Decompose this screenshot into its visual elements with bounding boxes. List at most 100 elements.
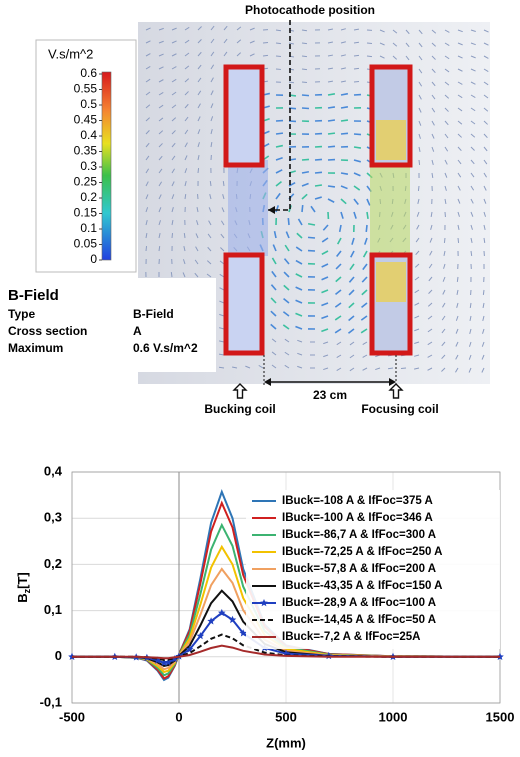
field-hotspot	[376, 262, 406, 302]
colorbar-tick-label: 0.6	[80, 66, 97, 80]
field-arrow	[328, 107, 335, 108]
legend-label: IBuck=-14,45 A & IfFoc=50 A	[282, 614, 436, 626]
field-hotspot	[376, 120, 406, 160]
field-arrow	[315, 185, 322, 186]
field-arrow	[328, 133, 335, 134]
field-arrow	[276, 56, 281, 57]
field-arrow	[341, 120, 348, 121]
x-tick-label: 1000	[379, 709, 408, 724]
colorbar	[102, 72, 111, 260]
colorbar-tick-label: 0.25	[74, 175, 98, 189]
info-title: B-Field	[8, 287, 59, 304]
field-arrow	[276, 43, 281, 44]
legend-label: IBuck=-100 A & IfFoc=346 A	[282, 512, 433, 524]
field-arrow	[223, 181, 224, 186]
colorbar-tick-label: 0.35	[74, 144, 98, 158]
field-arrow	[328, 120, 335, 121]
legend-label: IBuck=-72,25 A & IfFoc=250 A	[282, 546, 442, 558]
bucking-label: Bucking coil	[204, 402, 275, 416]
x-axis-label: Z(mm)	[266, 735, 306, 750]
field-arrow	[198, 168, 199, 173]
y-tick-label: 0,2	[44, 556, 62, 571]
field-arrow	[276, 133, 283, 134]
distance-label: 23 cm	[313, 388, 347, 402]
field-arrow	[315, 159, 322, 160]
colorbar-tick-label: 0	[90, 252, 97, 266]
bucking-coil-upper	[226, 67, 262, 165]
field-arrow	[302, 56, 307, 57]
field-arrow	[302, 108, 309, 109]
colorbar-tick-label: 0.45	[74, 113, 98, 127]
field-arrow	[444, 238, 445, 243]
info-key: Maximum	[8, 341, 63, 355]
y-tick-label: 0,3	[44, 510, 62, 525]
x-tick-label: 500	[275, 709, 297, 724]
field-arrow	[288, 218, 289, 225]
focusing-arrow	[390, 384, 402, 398]
field-arrow	[146, 246, 147, 251]
field-arrow	[328, 186, 335, 187]
field-arrow	[328, 146, 335, 147]
field-arrow	[354, 147, 361, 148]
legend-label: IBuck=-57,8 A & IfFoc=200 A	[282, 563, 436, 575]
y-axis-label-part: [T]	[15, 572, 30, 589]
line-chart: -0,1 0 0,1 0,2 0,3 0,4 -500 0 500 1000 1500 Z(mm) Bz…	[15, 463, 514, 750]
colorbar-tick-label: 0.3	[80, 159, 97, 173]
info-key: Type	[8, 307, 35, 321]
y-axis-label: Bz[T]	[15, 572, 32, 603]
field-arrow	[483, 290, 484, 295]
field-arrow	[341, 133, 348, 134]
field-arrow	[172, 233, 173, 238]
colorbar-tick-label: 0.1	[80, 221, 97, 235]
x-tick-label: 0	[175, 709, 182, 724]
field-arrow	[418, 186, 419, 191]
field-arrow	[315, 172, 322, 173]
field-arrow	[457, 277, 458, 282]
field-arrow	[184, 233, 185, 238]
colorbar-tick-label: 0.05	[74, 237, 98, 251]
field-arrow	[419, 160, 420, 165]
field-arrow	[471, 251, 472, 256]
y-tick-label: 0,4	[44, 463, 63, 478]
y-tick-label: -0,1	[40, 694, 62, 709]
legend-label: IBuck=-28,9 A & IfFoc=100 A	[282, 597, 436, 609]
colorbar-unit: V.s/m^2	[48, 46, 93, 61]
field-arrow	[302, 159, 309, 160]
y-tick-label: 0,1	[44, 602, 62, 617]
info-key: Cross section	[8, 324, 87, 338]
field-arrow	[302, 30, 307, 31]
x-tick-label: -500	[59, 709, 85, 724]
field-arrow	[302, 82, 307, 83]
field-arrow	[171, 272, 172, 277]
info-value: B-Field	[133, 307, 174, 321]
colorbar-tick-label: 0.55	[74, 82, 98, 96]
field-arrow	[354, 68, 359, 69]
focusing-label: Focusing coil	[361, 402, 438, 416]
field-arrow	[401, 368, 406, 369]
field-arrow	[367, 56, 372, 57]
field-arrow	[458, 238, 459, 243]
colorbar-tick-label: 0.5	[80, 97, 97, 111]
info-value: A	[133, 324, 142, 338]
field-arrow	[210, 181, 211, 186]
colorbar-tick-label: 0.2	[80, 190, 97, 204]
field-region	[370, 160, 410, 256]
photocathode-label: Photocathode position	[245, 3, 375, 17]
colorbar-tick-label: 0.4	[80, 128, 97, 142]
field-arrow	[302, 205, 303, 212]
field-arrow	[263, 55, 268, 56]
legend-label: IBuck=-7,2 A & IfFoc=25A	[282, 631, 420, 643]
field-arrow	[366, 225, 367, 232]
legend-label: IBuck=-86,7 A & IfFoc=300 A	[282, 529, 436, 541]
y-axis-label-part: B	[15, 593, 30, 602]
field-arrow	[354, 55, 359, 56]
info-value: 0.6 V.s/m^2	[133, 341, 198, 355]
field-arrow	[354, 134, 361, 135]
field-region	[228, 160, 268, 256]
colorbar-tick-label: 0.15	[74, 206, 98, 220]
y-tick-label: 0	[55, 648, 62, 663]
figure: V.s/m^2 0.6 0.550.5 0.450.4 0.350.3 0.250.2 0…	[0, 0, 520, 757]
x-tick-label: 1500	[486, 709, 515, 724]
field-arrow	[367, 212, 368, 219]
field-arrow	[302, 43, 307, 44]
